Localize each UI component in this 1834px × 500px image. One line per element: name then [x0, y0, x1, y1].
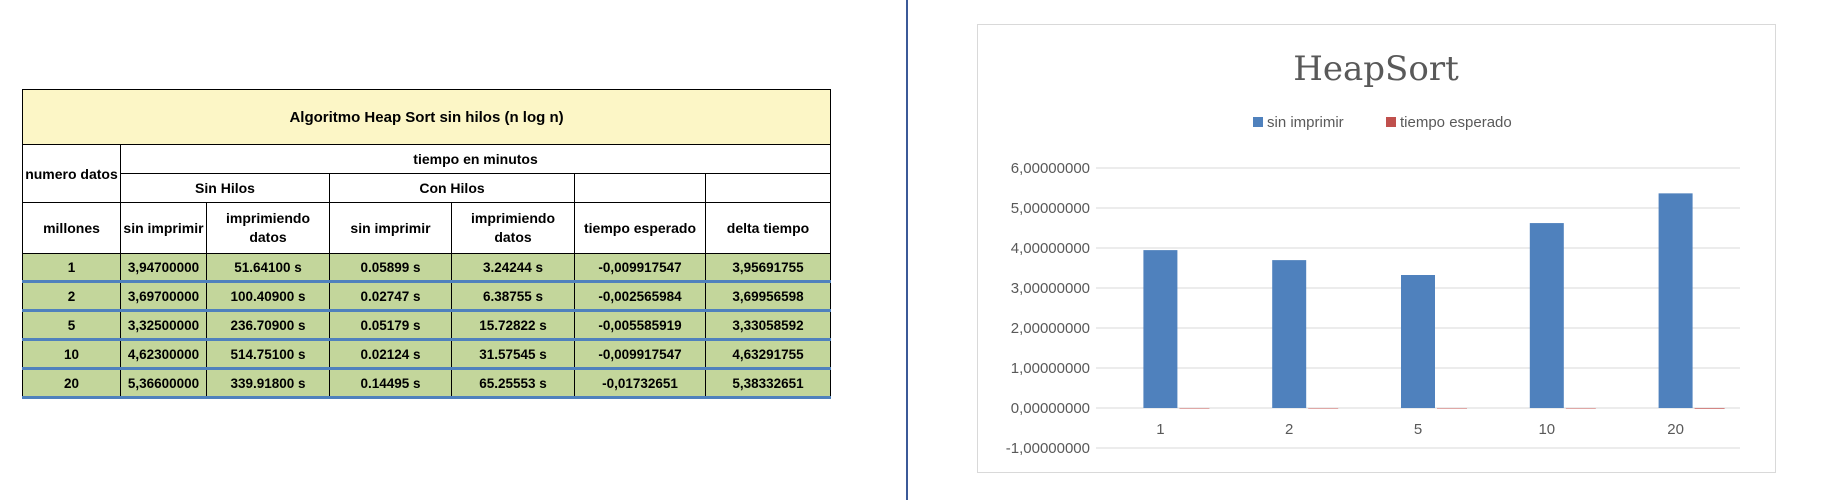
legend-swatch — [1253, 117, 1263, 127]
cell-delta: 3,95691755 — [704, 253, 832, 283]
cell-sin-imprimir: 3,32500000 — [120, 310, 207, 341]
table-row: 20 5,36600000 339.91800 s 0.14495 s 65.2… — [22, 368, 832, 399]
cell-n: 2 — [22, 281, 121, 312]
cell-con-imprimiendo: 3.24244 s — [451, 253, 575, 283]
bar-tiempo-esperado — [1179, 408, 1210, 409]
cell-con-imprimiendo: 65.25553 s — [451, 368, 575, 399]
col-sin-imprimir-1: sin imprimir — [120, 202, 207, 254]
table-row: 1 3,94700000 51.64100 s 0.05899 s 3.2424… — [22, 253, 832, 283]
heapsort-chart: HeapSort sin imprimir tiempo esperado 6,0… — [977, 24, 1776, 473]
bar-tiempo-esperado — [1437, 408, 1467, 409]
cell-imprimiendo: 51.64100 s — [206, 253, 330, 283]
y-tick-label: -1,00000000 — [1006, 440, 1090, 457]
bar-sin-imprimir — [1401, 275, 1435, 408]
cell-tiempo-esperado: -0,002565984 — [574, 281, 706, 312]
header-sin-hilos: Sin Hilos — [120, 173, 330, 203]
legend-swatch — [1386, 117, 1396, 127]
table-row: 5 3,32500000 236.70900 s 0.05179 s 15.72… — [22, 310, 832, 341]
col-tiempo-esperado: tiempo esperado — [574, 202, 706, 254]
cell-delta: 5,38332651 — [704, 368, 832, 399]
cell-con-sin-imprimir: 0.05899 s — [329, 253, 452, 283]
cell-tiempo-esperado: -0,009917547 — [574, 339, 706, 370]
cell-sin-imprimir: 3,94700000 — [120, 253, 207, 283]
legend-label: tiempo esperado — [1400, 114, 1512, 131]
col-imprimiendo-1: imprimiendo datos — [206, 202, 330, 254]
cell-sin-imprimir: 5,36600000 — [120, 368, 207, 399]
bar-tiempo-esperado — [1694, 408, 1725, 409]
y-tick-label: 3,00000000 — [1011, 280, 1090, 297]
x-axis: 1 2 5 10 20 — [1156, 421, 1684, 438]
cell-delta: 3,69956598 — [704, 281, 832, 312]
panel-divider — [906, 0, 908, 500]
cell-con-imprimiendo: 6.38755 s — [451, 281, 575, 312]
cell-sin-imprimir: 3,69700000 — [120, 281, 207, 312]
cell-sin-imprimir: 4,62300000 — [120, 339, 207, 370]
cell-con-imprimiendo: 15.72822 s — [451, 310, 575, 341]
cell-con-sin-imprimir: 0.02124 s — [329, 339, 452, 370]
cell-n: 10 — [22, 339, 121, 370]
row-header-numero-datos: numero datos — [22, 144, 121, 203]
header-con-hilos: Con Hilos — [329, 173, 575, 203]
cell-tiempo-esperado: -0,005585919 — [574, 310, 706, 341]
cell-imprimiendo: 339.91800 s — [206, 368, 330, 399]
cell-n: 1 — [22, 253, 121, 283]
cell-con-sin-imprimir: 0.14495 s — [329, 368, 452, 399]
col-sin-imprimir-2: sin imprimir — [329, 202, 452, 254]
chart-legend: sin imprimir tiempo esperado — [1253, 114, 1512, 131]
cell-imprimiendo: 236.70900 s — [206, 310, 330, 341]
bar-sin-imprimir — [1658, 193, 1693, 408]
cell-tiempo-esperado: -0,01732651 — [574, 368, 706, 399]
header-empty-2 — [704, 173, 832, 203]
x-tick-label: 20 — [1667, 421, 1684, 438]
cell-delta: 4,63291755 — [704, 339, 832, 370]
bar-sin-imprimir — [1272, 260, 1307, 408]
x-tick-label: 5 — [1414, 421, 1422, 438]
col-imprimiendo-2: imprimiendo datos — [451, 202, 575, 254]
bar-sin-imprimir — [1143, 250, 1178, 408]
cell-n: 5 — [22, 310, 121, 341]
legend-label: sin imprimir — [1267, 114, 1344, 131]
col-delta-tiempo: delta tiempo — [704, 202, 832, 254]
y-tick-label: 2,00000000 — [1011, 320, 1090, 337]
cell-con-sin-imprimir: 0.02747 s — [329, 281, 452, 312]
chart-canvas: HeapSort sin imprimir tiempo esperado 6,0… — [1006, 49, 1740, 457]
x-tick-label: 10 — [1538, 421, 1555, 438]
cell-imprimiendo: 100.40900 s — [206, 281, 330, 312]
cell-con-imprimiendo: 31.57545 s — [451, 339, 575, 370]
bar-tiempo-esperado — [1565, 408, 1596, 409]
table-row: 2 3,69700000 100.40900 s 0.02747 s 6.387… — [22, 281, 832, 312]
table-row: 10 4,62300000 514.75100 s 0.02124 s 31.5… — [22, 339, 832, 370]
bar-sin-imprimir — [1529, 223, 1564, 408]
group-header-tiempo: tiempo en minutos — [119, 144, 832, 174]
y-tick-label: 4,00000000 — [1011, 240, 1090, 257]
bar-tiempo-esperado — [1308, 408, 1339, 409]
chart-title: HeapSort — [1293, 49, 1459, 89]
y-tick-label: 0,00000000 — [1011, 400, 1090, 417]
x-tick-label: 1 — [1156, 421, 1164, 438]
table-title: Algoritmo Heap Sort sin hilos (n log n) — [21, 89, 832, 145]
header-empty-1 — [574, 173, 706, 203]
cell-n: 20 — [22, 368, 121, 399]
y-tick-label: 1,00000000 — [1011, 360, 1090, 377]
y-axis: 6,00000000 5,00000000 4,00000000 3,00000000… — [1006, 160, 1090, 457]
cell-con-sin-imprimir: 0.05179 s — [329, 310, 452, 341]
cell-delta: 3,33058592 — [704, 310, 832, 341]
y-tick-label: 6,00000000 — [1011, 160, 1090, 177]
x-tick-label: 2 — [1285, 421, 1293, 438]
heap-sort-table: Algoritmo Heap Sort sin hilos (n log n) … — [21, 89, 832, 399]
chart-bars — [1143, 193, 1725, 409]
cell-tiempo-esperado: -0,009917547 — [574, 253, 706, 283]
y-tick-label: 5,00000000 — [1011, 200, 1090, 217]
cell-imprimiendo: 514.75100 s — [206, 339, 330, 370]
row-header-millones: millones — [22, 202, 121, 254]
